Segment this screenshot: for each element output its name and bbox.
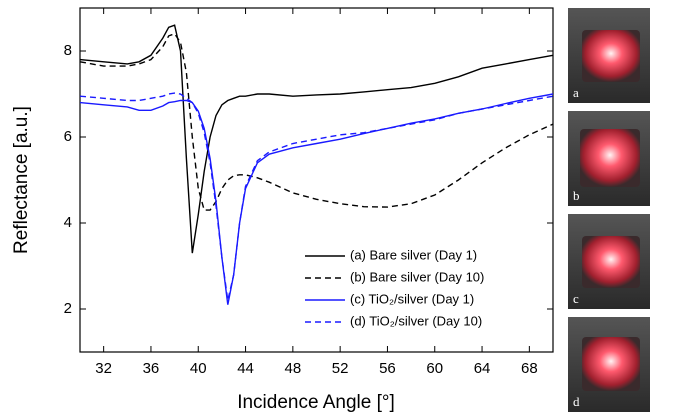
x-tick-label: 60	[426, 360, 443, 377]
photo: b	[568, 111, 650, 206]
series-line	[79, 24, 554, 254]
x-tick-label: 44	[237, 360, 254, 377]
x-tick-label: 64	[474, 360, 491, 377]
legend-label: (d) TiO₂/silver (Day 10)	[350, 313, 482, 328]
photo: c	[568, 214, 650, 309]
y-tick-label: 4	[64, 214, 72, 231]
x-tick-label: 48	[285, 360, 302, 377]
panel-label: d	[573, 394, 580, 409]
legend-label: (a) Bare silver (Day 1)	[350, 247, 477, 262]
photos: a b c d	[568, 8, 650, 412]
series-line	[79, 92, 554, 301]
panel-label: a	[573, 85, 579, 100]
plot-frame	[79, 7, 554, 353]
x-tick-label: 36	[143, 360, 160, 377]
panel-label: b	[573, 188, 580, 203]
series-line	[79, 32, 554, 211]
x-tick-label: 40	[190, 360, 207, 377]
x-tick-label: 56	[379, 360, 396, 377]
photo: a	[568, 8, 650, 103]
x-tick-label: 52	[332, 360, 349, 377]
legend-label: (b) Bare silver (Day 10)	[350, 269, 484, 284]
x-tick-label: 32	[95, 360, 112, 377]
photo: d	[568, 317, 650, 412]
series-line	[79, 93, 554, 305]
panel-label: c	[573, 291, 579, 306]
y-tick-label: 8	[64, 42, 72, 59]
y-axis-title: Reflectance [a.u.]	[11, 106, 32, 254]
x-axis-title: Incidence Angle [°]	[237, 392, 395, 413]
legend-label: (c) TiO₂/silver (Day 1)	[350, 291, 474, 306]
y-tick-label: 2	[64, 300, 72, 317]
y-tick-label: 6	[64, 128, 72, 145]
x-tick-label: 68	[521, 360, 538, 377]
